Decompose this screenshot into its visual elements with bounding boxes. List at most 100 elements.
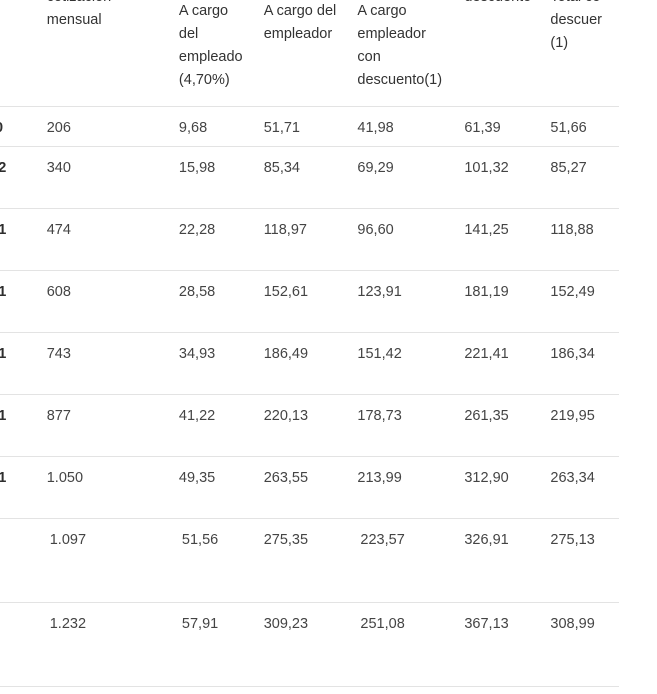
table-cell: 118,88 [550,208,619,271]
cell-text: 251,08 [360,616,405,632]
table-cell: 51,66 [550,106,619,147]
table-cell [550,687,619,694]
table-cell [179,687,264,694]
table-row: 510,015 608 28,58 152,61 123,91 181,19 152,49 [0,270,619,333]
cell-text: 780,014 [0,408,7,424]
table-cell: 263,55 [263,456,358,519]
table-cell: 49,35 [178,456,264,519]
table-cell: 101,32 [464,146,551,209]
cell-text: 308,99 [550,616,595,632]
cell-text: 219,95 [550,408,595,424]
header-label: A cargo del empleador [263,3,337,42]
table-row: 545,010 743 34,93 186,49 151,42 221,41 186,34 [0,332,619,395]
table-cell: 57,91 [178,602,264,687]
cell-text: 151,42 [357,346,402,362]
table-cell: 123,91 [357,270,465,333]
table-cell: 9,68 [178,106,264,147]
cell-text: 877 [46,408,71,424]
cell-text: 223,57 [360,532,405,548]
cell-text: 101,32 [464,160,509,176]
cell-text: 41,22 [178,408,216,424]
header-label: descuento [464,0,531,5]
cell-text: 275,35 [263,532,309,548]
table-cell: 96,60 [357,208,465,271]
cell-text: 141,25 [464,222,509,238]
table-cell: 308,99 [550,602,619,687]
row-salary-range: 50,01144 [0,518,47,603]
cell-text: 118,88 [550,222,594,238]
table-cell: 51,71 [263,106,358,147]
cell-text: 96,60 [357,222,394,238]
table-cell: 181,19 [464,270,551,333]
table-cell: 213,99 [357,456,465,519]
cell-text: 41,98 [357,120,394,136]
cell-text: 61,39 [464,120,501,136]
table-cell [264,687,358,694]
table-cell: 309,23 [263,602,358,687]
cell-text: 474 [46,222,71,238]
table-cell: 69,29 [357,146,465,209]
cell-text: 743 [46,346,71,362]
cell-text: 51,56 [181,532,219,548]
cell-text: 85,34 [263,160,300,176]
row-salary-range: 780,014 [0,394,47,457]
cell-text: 186,49 [263,346,309,362]
table-cell: 220,13 [263,394,358,457]
table-cell: 141,25 [464,208,551,271]
table-row: doRetribución mensual [0,687,619,694]
table-cell: 275,13 [550,518,619,603]
table-cell: 367,13 [464,602,551,687]
table-cell: 61,39 [464,106,551,147]
cell-text: 152,49 [550,284,595,300]
table-cell: 1.097 [46,518,179,603]
header-salary-range: s al) [0,0,47,107]
header-label: A cargo empleador con descuento(1) [357,3,443,88]
table-body: ta 240 206 9,68 51,71 41,98 61,39 51,66 240,02a… [0,106,619,694]
table-row: 780,014 877 41,22 220,13 178,73 261,35 219,95 [0,394,619,457]
table-cell: 743 [46,332,179,395]
cell-text: 309,23 [263,616,309,632]
cell-text: 263,55 [263,470,309,486]
cell-text: 51,71 [263,120,300,136]
table-row: 375,010 474 22,28 118,97 96,60 141,25 118,88 [0,208,619,271]
table-cell: 41,22 [178,394,264,457]
cell-text: 123,91 [357,284,402,300]
table-cell: 118,97 [263,208,358,271]
table-cell: 28,58 [178,270,264,333]
header-row: s al) cotizaciónmensual A cargodelemplea… [0,0,619,107]
cell-text: 367,13 [464,616,509,632]
row-salary-range: 545,010 [0,332,47,395]
table-cell: 85,34 [263,146,358,209]
table-cell: 1.050 [46,456,179,519]
table-cell: 152,61 [263,270,358,333]
cell-text: 186,34 [550,346,595,362]
cell-text: 1.232 [49,616,87,632]
table-cell: 221,41 [464,332,551,395]
table-cell: Retribución mensual [47,687,179,694]
table-cell: 178,73 [357,394,465,457]
table-cell: 1.232 [46,602,179,687]
cell-text: 9,68 [178,120,208,136]
table-cell: 312,90 [464,456,551,519]
table-cell: 474 [46,208,179,271]
cell-text: 85,27 [550,160,587,176]
cell-text: 261,35 [464,408,509,424]
cell-text: 545,010 [0,346,7,362]
cell-text: 263,34 [550,470,595,486]
header-employer-discounted: A cargo empleador con descuento(1) [357,0,465,107]
cell-text: 312,90 [464,470,509,486]
cell-text: 275,13 [550,532,595,548]
contribution-table: s al) cotizaciónmensual A cargodelemplea… [0,0,619,694]
cell-text: 213,99 [357,470,402,486]
table-cell: 22,28 [178,208,264,271]
row-salary-range: ta 240 [0,106,47,147]
cell-text: 375,010 [0,222,7,238]
cell-text: 57,91 [181,616,219,632]
table-row: 54,012941.232 57,91 309,23 251,08 367,13 308,… [0,602,619,687]
cell-text: 1.097 [49,532,87,548]
header-label: Total codescuer(1) [550,0,602,51]
table-cell: 152,49 [550,270,619,333]
cell-text: 15,98 [178,160,216,176]
cell-text: 326,91 [464,532,509,548]
